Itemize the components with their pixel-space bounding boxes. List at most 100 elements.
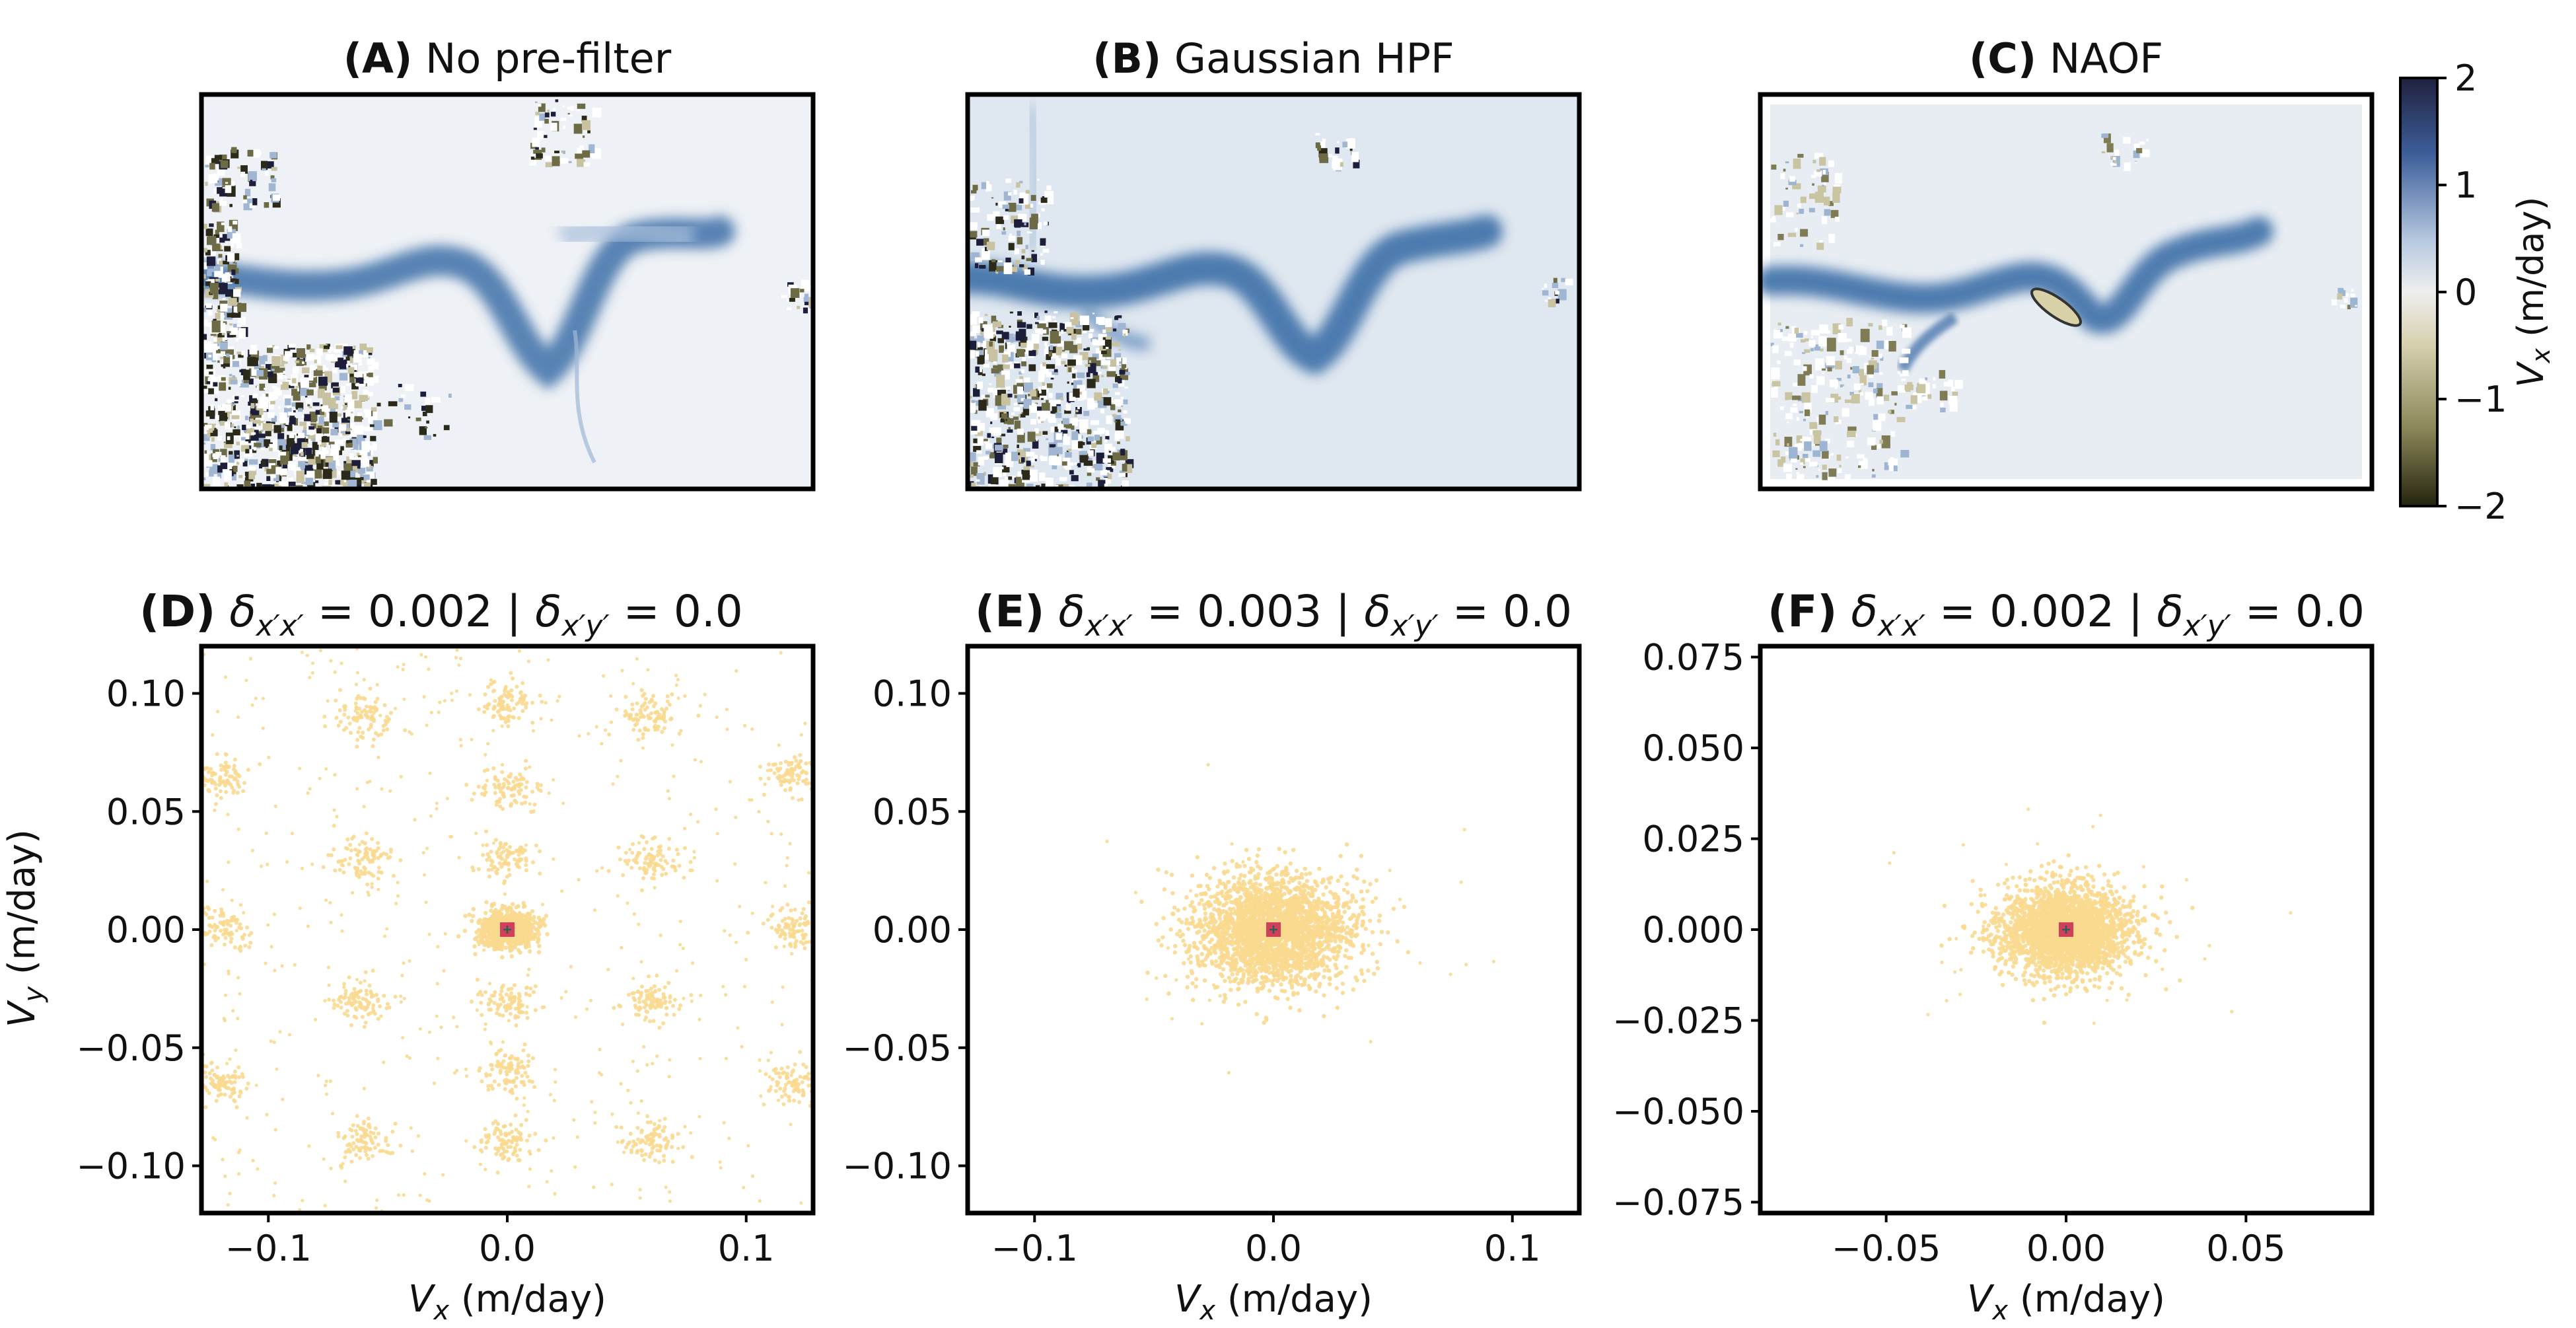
scatter-point (790, 928, 795, 932)
scatter-point (362, 805, 366, 809)
scatter-point (618, 857, 622, 862)
scatter-point (336, 1134, 341, 1138)
scatter-point (1254, 970, 1260, 975)
scatter-point (386, 856, 390, 860)
scatter-point (646, 714, 651, 718)
scatter-point (767, 762, 771, 766)
scatter-point (1185, 985, 1190, 990)
scatter-point (1247, 870, 1252, 875)
scatter-point (536, 937, 541, 942)
scatter-point (768, 1075, 771, 1079)
scatter-point (1345, 925, 1350, 930)
scatter-point (423, 873, 427, 877)
scatter-point (526, 973, 530, 977)
scatter-point (544, 914, 549, 918)
scatter-point (495, 910, 500, 915)
scatter-point (538, 918, 543, 923)
scatter-point (355, 745, 359, 749)
scatter-point (1262, 980, 1266, 984)
scatter-point (425, 723, 429, 727)
scatter-point (486, 917, 491, 922)
scatter-point (1333, 939, 1338, 944)
scatter-point (677, 1007, 682, 1012)
scatter-title-d-val1: 0.002 | (354, 586, 535, 637)
scatter-point (512, 995, 517, 1000)
scatter-point (491, 939, 496, 943)
scatter-point (343, 1155, 347, 1160)
scatter-point (456, 934, 461, 939)
scatter-point (239, 926, 244, 930)
scatter-point (511, 716, 516, 719)
scatter-point (375, 682, 379, 686)
scatter-point (484, 829, 488, 834)
scatter-point (482, 786, 487, 791)
scatter-point (366, 891, 370, 895)
scatter-point (341, 1136, 346, 1140)
scatter-point (527, 1079, 532, 1084)
scatter-point (782, 1089, 787, 1093)
scatter-point (195, 768, 199, 772)
scatter-point (359, 1134, 364, 1138)
scatter-point (495, 778, 500, 783)
scatter-point (436, 945, 440, 949)
scatter-point (505, 786, 510, 790)
scatter-title-e-val2: 0.0 (1489, 586, 1572, 637)
scatter-point (347, 862, 351, 866)
scatter-point (482, 768, 487, 773)
scatter-point (1243, 1000, 1248, 1004)
scatter-point (781, 1102, 786, 1107)
scatter-point (245, 925, 250, 930)
scatter-point (386, 1143, 390, 1148)
scatter-point (502, 795, 507, 799)
scatter-point (1316, 933, 1321, 938)
scatter-point (1284, 976, 1289, 980)
scatter-point (513, 1138, 518, 1142)
scatter-point (365, 1153, 369, 1158)
scatter-point (1203, 957, 1208, 962)
scatter-point (213, 908, 217, 913)
scatter-point (647, 852, 651, 857)
scatter-point (418, 1027, 423, 1031)
scatter-point (524, 701, 529, 706)
scatter-point (1352, 914, 1357, 918)
scatter-point (486, 684, 491, 689)
scatter-point (535, 785, 540, 790)
scatter-point (402, 961, 406, 965)
scatter-point (476, 940, 481, 944)
scatter-point (662, 1125, 667, 1129)
scatter-point (803, 946, 807, 951)
scatter-point (1303, 888, 1307, 893)
scatter-point (594, 725, 598, 729)
scatter-point (484, 900, 489, 904)
scatter-panel-d: (D) δx′x′ = 0.002 | δx′y′ = 0.0 −0.1 0.0 0… (77, 586, 816, 1269)
scatter-point (778, 1086, 783, 1091)
scatter-point (764, 881, 768, 885)
scatter-point (679, 729, 683, 733)
scatter-point (347, 975, 351, 980)
scatter-point (527, 949, 532, 954)
scatter-point (347, 998, 351, 1003)
map-title-c-letter: (C) (1969, 34, 2036, 83)
scatter-point (223, 993, 228, 997)
scatter-point (788, 842, 792, 846)
scatter-point (517, 941, 522, 945)
scatter-point (650, 876, 655, 881)
scatter-point (427, 1030, 432, 1034)
scatter-point (370, 714, 375, 718)
scatter-point (227, 969, 231, 973)
scatter-point (528, 993, 532, 998)
scatter-point (367, 893, 371, 897)
scatter-point (643, 856, 648, 861)
scatter-point (349, 992, 353, 997)
scatter-point (238, 922, 242, 926)
scatter-point (509, 991, 514, 996)
scatter-point (616, 774, 620, 778)
scatter-point (370, 885, 374, 889)
scatter-point (345, 1009, 349, 1013)
scatter-point (670, 1136, 675, 1140)
scatter-point (1378, 941, 1382, 947)
scatter-point (355, 853, 360, 858)
scatter-point (236, 715, 240, 719)
scatter-point (1223, 861, 1227, 866)
